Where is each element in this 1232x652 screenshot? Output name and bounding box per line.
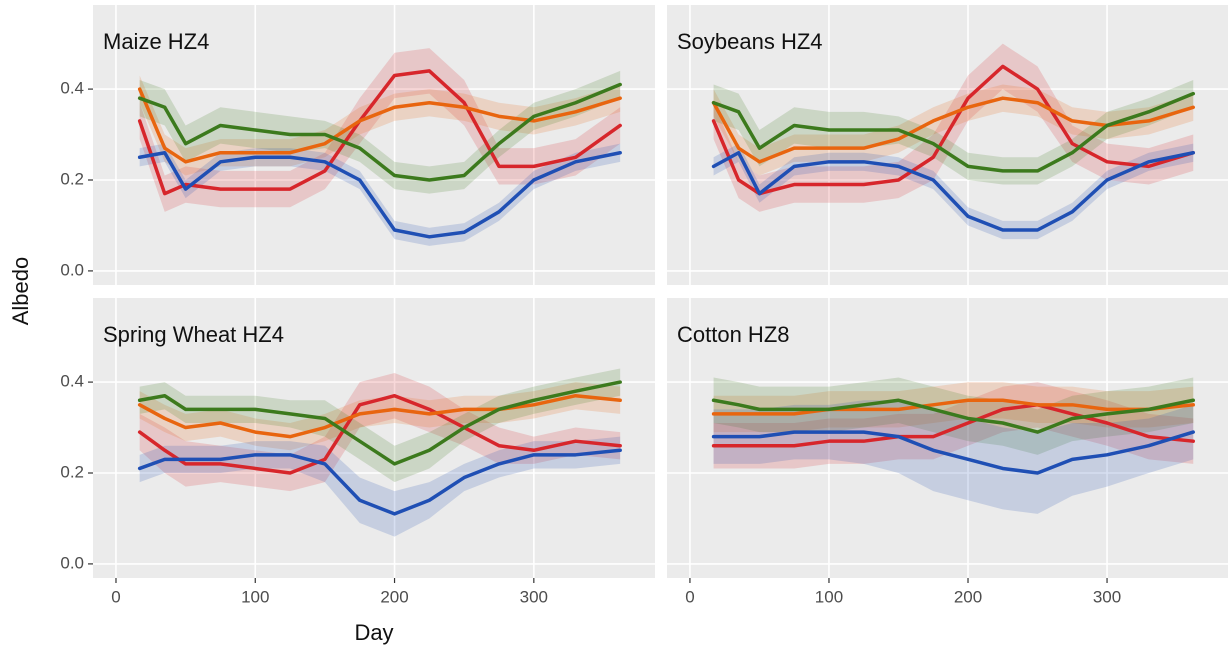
series-line [711,398,1195,434]
series-line [137,82,622,182]
series-line [137,393,622,439]
series-line [137,150,622,239]
error-band [139,70,621,194]
series-line [711,403,1195,448]
x-tick-label: 0 [111,587,120,606]
panel-title: Spring Wheat HZ4 [103,322,284,347]
panel-background [93,298,655,578]
x-tick-label: 300 [520,587,548,606]
y-tick-label: 0.0 [60,260,84,279]
y-tick-label: 0.2 [60,462,84,481]
series-line [711,398,1195,416]
series-line [137,448,622,516]
y-tick-label: 0.2 [60,169,84,188]
error-band [713,43,1194,212]
panel-background [667,5,1228,285]
error-band [139,143,621,246]
x-tick-label: 0 [685,587,694,606]
error-band [713,80,1194,185]
series-line [137,380,622,466]
error-band [139,373,621,492]
y-tick-label: 0.0 [60,553,84,572]
x-tick-label: 200 [380,587,408,606]
series-line [711,96,1195,164]
series-line [711,64,1195,196]
panel-title: Cotton HZ8 [677,322,790,347]
series-line [137,393,622,475]
error-band [139,48,621,212]
error-band [713,143,1194,240]
panel-title: Soybeans HZ4 [677,29,823,54]
panel-title: Maize HZ4 [103,29,209,54]
series-line [137,87,622,164]
error-band [139,436,621,537]
series-line [711,430,1195,475]
y-tick-label: 0.4 [60,79,84,98]
x-axis-title: Day [354,620,393,645]
series-line [711,150,1195,232]
error-band [139,75,621,176]
error-band [713,84,1194,176]
x-tick-label: 200 [954,587,982,606]
x-tick-label: 300 [1093,587,1121,606]
x-tick-label: 100 [815,587,843,606]
y-tick-label: 0.4 [60,372,84,391]
x-tick-label: 100 [241,587,269,606]
y-axis-title: Albedo [8,257,33,326]
series-line [711,91,1195,173]
error-band [139,368,621,483]
